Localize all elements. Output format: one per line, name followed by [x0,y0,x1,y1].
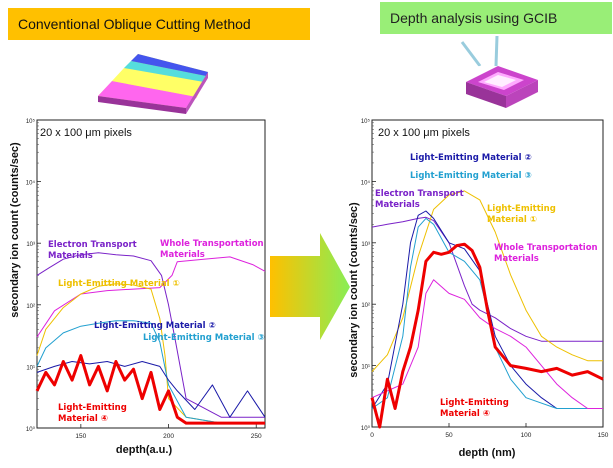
series-line-light-4 [370,242,604,429]
annotation-electron-transport: Electron Transport Materials [375,189,464,210]
annotation-light-1: Light-Emitting Material ① [487,204,556,225]
oblique-cut-sample-illustration [98,54,208,114]
series-line-light-4 [35,354,265,425]
y-tick-label: 10¹ [361,365,370,371]
chart-2-annotations: Light-Emitting Material ② Light-Emitting … [375,153,598,419]
y-tick-label: 10³ [26,242,35,248]
chart-1-plot: 10⁰ 10¹ 10² 10³ 10⁴ 10⁵ 150 200 250 [26,118,266,440]
chart-2-ylabel: secondary ion count (counts/sec) [348,202,360,378]
plot-frame [36,119,266,429]
annotation-whole-transport: Whole Transportation Materials [160,239,264,260]
annotation-light-3: Light-Emitting Material ③ [410,171,532,181]
series-line-light-2 [371,210,603,409]
y-tick-label: 10⁵ [361,118,371,125]
series-line-electron-transport [371,216,603,342]
y-tick-label: 10² [26,304,35,310]
chart-1-annotations: Electron Transport Materials Whole Transpo… [48,239,265,424]
gcib-method-title: Depth analysis using GCIB [380,2,612,34]
series-line-light-1 [371,190,603,372]
y-tick-label: 10⁴ [361,179,371,186]
series-line-electron-transport [36,252,265,418]
chart-1-xlabel: depth(a.u.) [116,444,173,456]
conventional-method-title: Conventional Oblique Cutting Method [8,8,310,40]
chart-2-plot: 10⁰ 10¹ 10² 10³ 10⁴ 10⁵ 0 50 100 150 [361,118,609,439]
x-tick-label: 150 [598,432,609,439]
annotation-light-3: Light-Emitting Material ③ [143,333,265,343]
chart-oblique-cutting: secondary ion count (counts/sec) 10⁰10¹1… [9,118,266,456]
gcib-sample-illustration [460,35,538,108]
chart-gcib-depth: secondary ion count (counts/sec) 10⁰10¹1… [348,118,609,459]
y-tick-label: 10² [361,303,370,309]
annotation-electron-transport: Electron Transport Materials [48,240,137,261]
annotation-light-4: Light-Emitting Material ④ [440,398,509,419]
y-tick-label: 10⁵ [26,118,36,125]
annotation-light-2: Light-Emitting Material ② [94,321,216,331]
y-tick-label: 10¹ [26,365,35,371]
annotation-light-1: Light-Emitting Material ① [58,279,180,289]
x-tick-label: 100 [521,432,532,439]
y-tick-label: 10⁰ [361,425,371,432]
series-line-whole-transport [371,279,603,409]
series-line-light-1 [36,283,265,424]
y-tick-label: 10⁰ [26,426,36,433]
x-tick-label: 0 [370,432,374,439]
y-tick-label: 10³ [361,242,370,248]
chart-2-pixel-note: 20 x 100 μm pixels [378,127,470,139]
series-line-light-3 [371,217,603,409]
chart-2-xlabel: depth (nm) [459,447,516,459]
annotation-whole-transport: Whole Transportation Materials [494,243,598,264]
annotation-light-2: Light-Emitting Material ② [410,153,532,163]
y-tick-label: 10⁴ [26,180,36,187]
x-tick-label: 150 [75,433,86,440]
x-tick-label: 250 [251,433,262,440]
x-tick-label: 200 [163,433,174,440]
plot-frame [371,119,604,428]
series-line-light-3 [36,320,265,424]
x-tick-label: 50 [445,432,453,439]
transition-arrow [270,233,350,340]
chart-1-ylabel: secondary ion count (counts/sec) [9,142,21,318]
annotation-light-4: Light-Emitting Material ④ [58,403,127,424]
chart-1-pixel-note: 20 x 100 μm pixels [40,127,132,139]
